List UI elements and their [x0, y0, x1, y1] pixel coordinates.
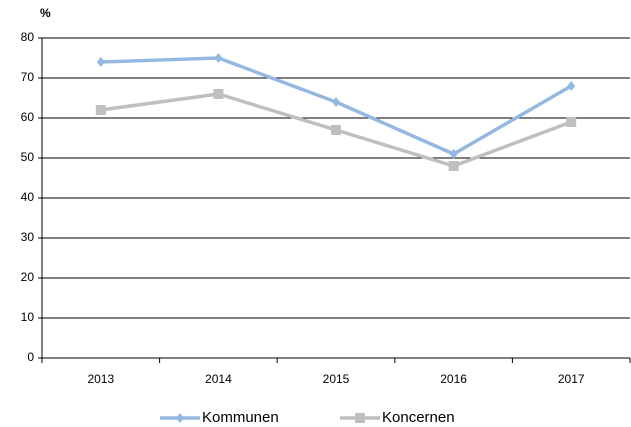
x-tick-label: 2016 [440, 372, 467, 386]
legend-label: Kommunen [202, 409, 279, 426]
y-tick-label: 30 [21, 230, 35, 244]
y-tick-label: 0 [27, 350, 34, 364]
y-tick-label: 60 [21, 110, 35, 124]
x-tick-label: 2015 [323, 372, 350, 386]
y-tick-label: 80 [21, 30, 35, 44]
data-point [448, 161, 459, 171]
legend-marker [355, 413, 365, 423]
y-tick-label: 10 [21, 310, 35, 324]
y-tick-label: 50 [21, 150, 35, 164]
x-tick-label: 2017 [558, 372, 585, 386]
data-point [96, 57, 105, 67]
y-tick-label: 20 [21, 270, 35, 284]
data-point [214, 53, 223, 63]
data-point [332, 97, 340, 107]
legend-marker [176, 413, 184, 423]
data-point [566, 117, 577, 127]
data-point [95, 105, 106, 115]
data-point [331, 125, 341, 135]
y-tick-label: 70 [21, 70, 35, 84]
x-tick-label: 2013 [87, 372, 114, 386]
data-point [213, 89, 224, 99]
x-tick-label: 2014 [205, 372, 232, 386]
y-tick-label: 40 [21, 190, 35, 204]
y-axis-label: % [40, 6, 51, 20]
legend-label: Koncernen [382, 409, 455, 426]
data-point [449, 149, 458, 159]
data-point [567, 81, 576, 91]
